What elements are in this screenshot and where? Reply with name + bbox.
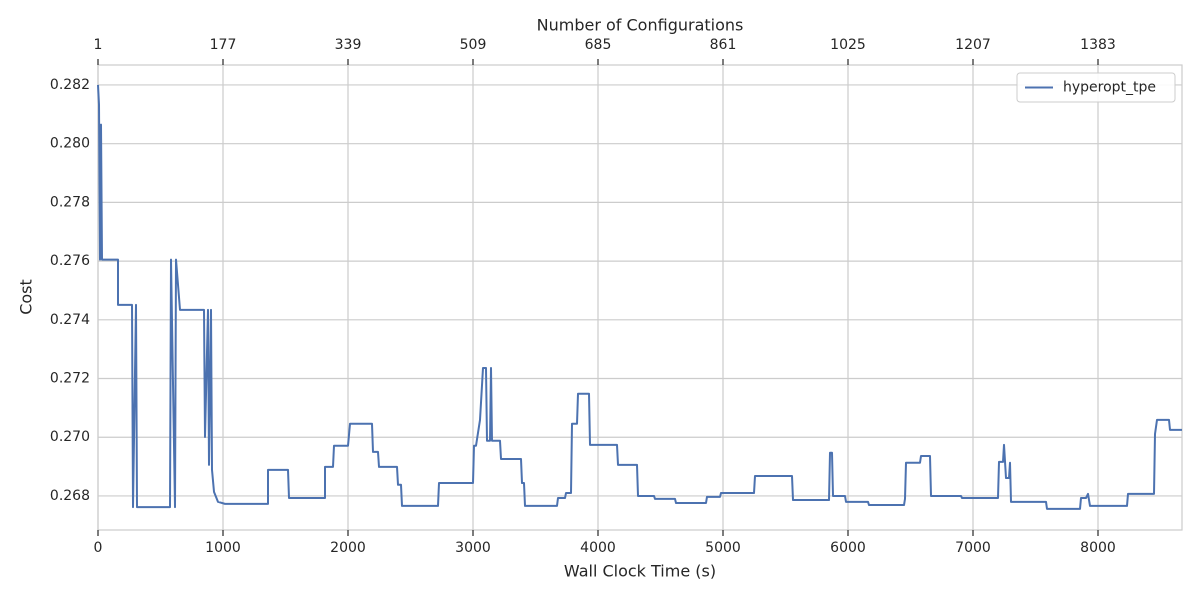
x2-tick-label: 1207 <box>955 37 991 53</box>
y-tick-label: 0.274 <box>50 312 90 328</box>
y-tick-label: 0.282 <box>50 77 90 93</box>
legend-box <box>1016 72 1176 103</box>
x-tick-label: 3000 <box>455 540 491 556</box>
x-tick-label: 5000 <box>705 540 741 556</box>
x2-tick-label: 685 <box>585 37 612 53</box>
x2-tick-label: 861 <box>710 37 737 53</box>
plot-area <box>97 64 1183 531</box>
x-tick-label: 2000 <box>330 540 366 556</box>
x-tick-label: 1000 <box>205 540 241 556</box>
y-tick-label: 0.272 <box>50 371 90 387</box>
x-tick-label: 7000 <box>955 540 991 556</box>
x-tick-label: 0 <box>94 540 103 556</box>
y-tick-label: 0.278 <box>50 194 90 210</box>
y-tick-label: 0.268 <box>50 488 90 504</box>
line-series <box>97 84 1182 510</box>
x-tick-label: 4000 <box>580 540 616 556</box>
x2-tick-label: 177 <box>210 37 237 53</box>
x2-tick-label: 1 <box>94 37 103 53</box>
x-tick-label: 6000 <box>830 540 866 556</box>
y-tick-label: 0.270 <box>50 429 90 445</box>
x-tick-label: 8000 <box>1080 540 1116 556</box>
y-axis-title: Cost <box>17 279 36 315</box>
x2-tick-label: 339 <box>335 37 362 53</box>
y-tick-label: 0.276 <box>50 253 90 269</box>
x2-tick-label: 1383 <box>1080 37 1116 53</box>
x2-axis-title: Number of Configurations <box>537 16 744 35</box>
legend-label: hyperopt_tpe <box>1063 80 1156 96</box>
x2-tick-label: 1025 <box>830 37 866 53</box>
x-axis-title: Wall Clock Time (s) <box>564 562 716 581</box>
y-tick-label: 0.280 <box>50 136 90 152</box>
x2-tick-label: 509 <box>460 37 487 53</box>
